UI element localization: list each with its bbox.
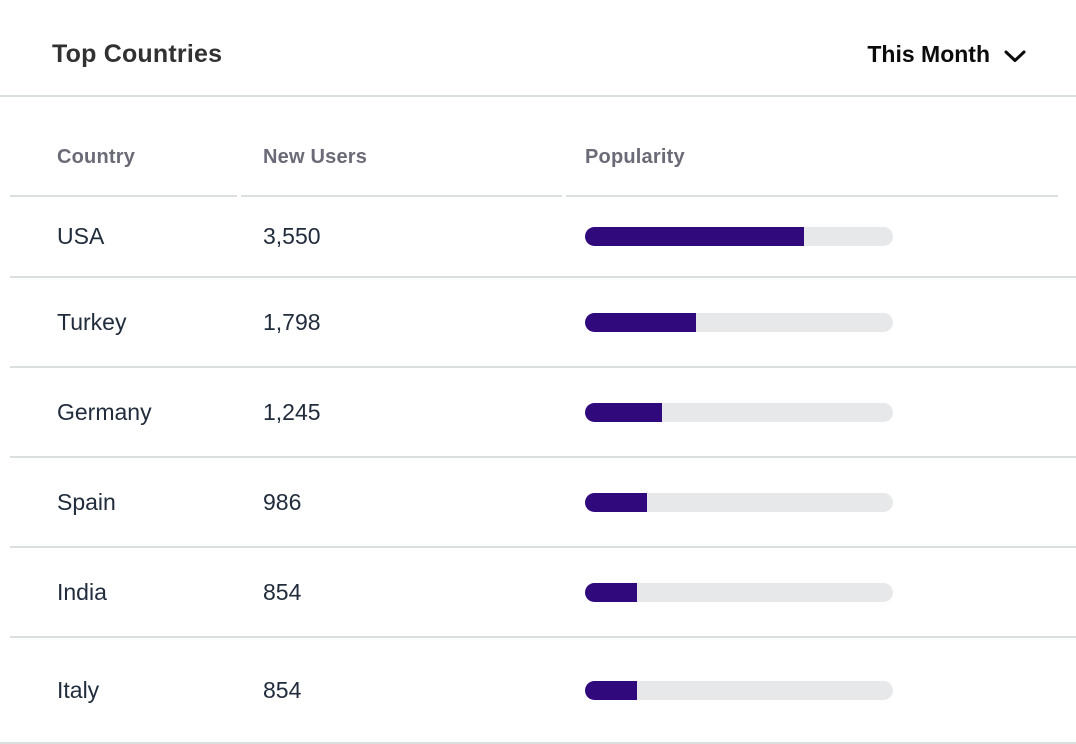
table-body: USA 3,550 Turkey 1,798 Germany 1,245 [10,197,1076,742]
popularity-bar-fill [585,402,662,422]
column-header-country: Country [10,97,237,197]
new-users-cell: 1,798 [263,308,321,335]
table-row: Italy 854 [10,638,1076,742]
popularity-bar-track [585,492,893,512]
popularity-cell [566,402,1076,422]
table-row: Spain 986 [10,458,1076,548]
popularity-cell [566,227,1076,246]
new-users-cell: 854 [263,676,302,703]
country-cell: USA [57,223,105,249]
new-users-cell: 986 [263,488,302,515]
popularity-cell [566,582,1076,602]
country-cell: India [57,578,107,605]
popularity-bar-track [585,312,893,332]
new-users-cell: 854 [263,578,302,605]
popularity-bar-track [585,227,893,246]
popularity-cell [566,312,1076,332]
popularity-cell [566,492,1076,512]
popularity-bar-fill [585,582,638,602]
table-row: Germany 1,245 [10,368,1076,458]
column-header-popularity: Popularity [566,97,1058,197]
country-cell: Turkey [57,308,127,335]
column-header-new-users: New Users [241,97,562,197]
popularity-bar-track [585,402,893,422]
popularity-bar-fill [585,492,647,512]
new-users-cell: 3,550 [263,223,321,249]
popularity-bar-track [585,582,893,602]
popularity-bar-fill [585,312,696,332]
table-row: USA 3,550 [10,197,1076,278]
popularity-bar-fill [585,680,638,700]
card-header: Top Countries This Month [0,0,1076,97]
popularity-bar-fill [585,227,804,246]
popularity-cell [566,680,1076,700]
chevron-down-icon [1004,50,1026,63]
period-dropdown-label: This Month [867,41,990,67]
popularity-bar-track [585,680,893,700]
table-row: India 854 [10,548,1076,638]
table-row: Turkey 1,798 [10,278,1076,368]
period-dropdown[interactable]: This Month [867,41,1026,68]
page-title: Top Countries [52,40,223,68]
country-cell: Spain [57,488,116,515]
new-users-cell: 1,245 [263,398,321,425]
country-cell: Italy [57,676,100,703]
country-cell: Germany [57,398,152,425]
table-header-row: Country New Users Popularity [10,97,1058,197]
